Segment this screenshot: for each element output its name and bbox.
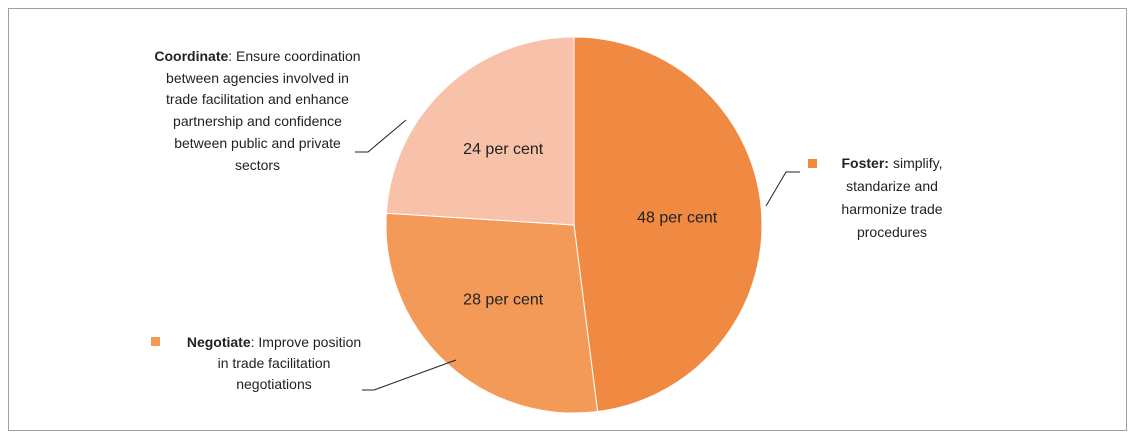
annotation: Foster: simplify, standarize and harmoniz… [812,152,972,244]
pie-slice [573,36,763,413]
leader-line [355,119,407,153]
legend-marker [808,159,817,168]
pie [385,36,763,414]
leader-line [362,359,457,391]
label-name: Foster: [841,155,889,171]
data-label: 24 per cent [463,141,544,158]
leader-line [765,171,800,207]
pie-slice [385,212,599,414]
label-text: simplify, standarize and harmonize trade… [841,155,943,240]
data-label: 28 per cent [463,292,544,309]
label-text: : Improve position in trade facilitation… [217,334,362,392]
label-text: : Ensure coordination between agencies i… [166,48,361,173]
annotation: Coordinate: Ensure coordination between … [150,46,365,176]
legend-marker [151,337,160,346]
pie-slice [385,36,575,226]
annotation: Negotiate: Improve position in trade fac… [183,332,365,395]
label-name: Coordinate [154,48,229,64]
data-label: 48 per cent [637,210,718,227]
label-name: Negotiate [186,334,251,350]
